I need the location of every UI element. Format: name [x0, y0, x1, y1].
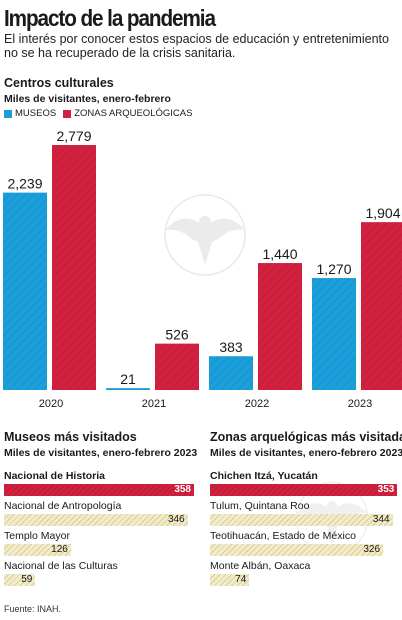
data-label-museos-2020: 2,239 [7, 176, 42, 192]
bar-museos-2021 [106, 388, 150, 390]
zone-row: Tulum, Quintana Roo 344 [210, 500, 402, 530]
x-tick-label-2023: 2023 [348, 398, 372, 410]
zone-row-bar: 353 [210, 484, 398, 496]
legend-item-museos: MUSEOS [4, 108, 56, 119]
top-zones-panel: Zonas arquelógicas más visitadas Miles d… [210, 430, 402, 590]
data-label-zonas-2021: 526 [165, 327, 189, 343]
top-zones-title: Zonas arquelógicas más visitadas [210, 430, 402, 444]
zone-row-label: Chichen Itzá, Yucatán [210, 470, 318, 482]
legend-swatch-museos [4, 109, 12, 118]
museum-row-label: Nacional de Historia [4, 470, 105, 482]
museum-row-label: Nacional de las Culturas [4, 560, 118, 572]
page-subtitle: El interés por conocer estos espacios de… [4, 32, 389, 60]
data-label-museos-2022: 383 [219, 339, 243, 355]
zone-row-bar: 344 [210, 514, 393, 526]
main-bar-chart: 2,239 2,779 2020 21 526 2021 383 1,440 2022 1,270… [3, 128, 402, 410]
bar-zonas-2020 [52, 145, 96, 390]
museum-row-bar: 346 [4, 514, 188, 526]
zone-row-label: Tulum, Quintana Roo [210, 500, 310, 512]
data-label-zonas-2022: 1,440 [262, 246, 297, 262]
zone-row-value: 344 [372, 514, 390, 525]
zone-row-value: 353 [377, 484, 395, 495]
x-tick-label-2022: 2022 [245, 398, 269, 410]
museum-row: Nacional de Historia 358 [4, 470, 200, 500]
main-chart-subtitle: Miles de visitantes, enero-febrero [4, 93, 171, 105]
museum-row-value: 126 [51, 544, 68, 555]
top-museums-title: Museos más visitados [4, 430, 137, 444]
museum-row-bar: 59 [4, 574, 36, 586]
bar-zonas-2023 [361, 222, 402, 390]
bar-zonas-2022 [258, 263, 302, 390]
bar-museos-2023 [312, 278, 356, 390]
museum-row-bar: 358 [4, 484, 194, 496]
museum-row-label: Templo Mayor [4, 530, 70, 542]
zone-row: Teotihuacán, Estado de México 326 [210, 530, 402, 560]
zone-row-bar: 326 [210, 544, 384, 556]
bar-museos-2020 [3, 192, 47, 390]
eagle-emblem-icon [164, 194, 246, 276]
data-label-museos-2021: 21 [120, 371, 136, 387]
data-label-zonas-2023: 1,904 [365, 205, 400, 221]
museum-row-value: 358 [174, 484, 191, 495]
legend-item-zonas: ZONAS ARQUEOLÓGICAS [63, 108, 192, 119]
legend-swatch-zonas [63, 109, 72, 118]
bar-zonas-2021 [155, 343, 199, 390]
top-museums-subtitle: Miles de visitantes, enero-febrero 2023 [4, 447, 198, 459]
museum-row: Templo Mayor 126 [4, 530, 200, 560]
data-label-zonas-2020: 2,779 [56, 128, 91, 144]
top-zones-list: Chichen Itzá, Yucatán 353 Tulum, Quintana … [210, 470, 402, 590]
museum-row-value: 346 [167, 514, 185, 525]
zone-row-value: 326 [363, 544, 381, 555]
legend-label-museos: MUSEOS [15, 108, 57, 119]
zone-row-bar: 74 [210, 574, 250, 586]
top-zones-subtitle: Miles de visitantes, enero-febrero 2023 [210, 447, 402, 459]
page-title: Impacto de la pandemia [4, 5, 216, 31]
museum-row: Nacional de Antropología 346 [4, 500, 200, 530]
chart-legend: MUSEOS ZONAS ARQUEOLÓGICAS [4, 108, 199, 119]
zone-row: Monte Albán, Oaxaca 74 [210, 560, 402, 590]
x-tick-label-2020: 2020 [39, 398, 63, 410]
museum-row: Nacional de las Culturas 59 [4, 560, 200, 590]
zone-row-label: Monte Albán, Oaxaca [210, 560, 311, 572]
bar-museos-2022 [209, 356, 253, 390]
museum-row-label: Nacional de Antropología [4, 500, 122, 512]
museum-row-value: 59 [21, 574, 33, 585]
source-note: Fuente: INAH. [4, 604, 62, 614]
x-tick-label-2021: 2021 [142, 398, 166, 410]
zone-row-label: Teotihuacán, Estado de México [210, 530, 356, 542]
zone-row-value: 74 [235, 574, 247, 585]
main-chart-title: Centros culturales [4, 76, 114, 90]
top-museums-list: Nacional de Historia 358 Nacional de Antro… [4, 470, 200, 590]
legend-label-zonas: ZONAS ARQUEOLÓGICAS [74, 108, 193, 119]
museum-row-bar: 126 [4, 544, 71, 556]
top-museums-panel: Museos más visitados Miles de visitantes… [4, 430, 200, 590]
data-label-museos-2023: 1,270 [316, 261, 351, 277]
zone-row: Chichen Itzá, Yucatán 353 [210, 470, 402, 500]
